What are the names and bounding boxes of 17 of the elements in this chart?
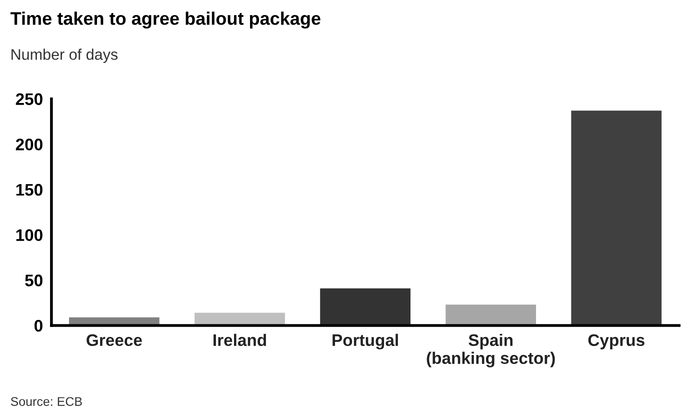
source-note: Source: ECB [10, 397, 82, 406]
chart-subtitle: Number of days [12, 48, 118, 63]
y-tick-label: 100 [16, 229, 42, 242]
x-tick-label: Spain (banking sector) [426, 334, 555, 368]
bar [571, 110, 662, 326]
x-tick-label: Ireland [214, 334, 266, 346]
x-tick-label: Cyprus [588, 334, 644, 350]
y-tick-label: 0 [34, 320, 42, 332]
bar [320, 288, 410, 326]
y-tick-label: 50 [25, 274, 42, 286]
y-tick-label: 150 [16, 184, 42, 196]
chart-title: Time taken to agree bailout package [10, 12, 320, 29]
y-tick-label: 200 [16, 138, 42, 150]
y-tick-label: 250 [16, 93, 42, 106]
x-tick-label: Greece [86, 334, 142, 346]
x-tick-label: Portugal [332, 334, 398, 350]
bar [446, 304, 536, 326]
